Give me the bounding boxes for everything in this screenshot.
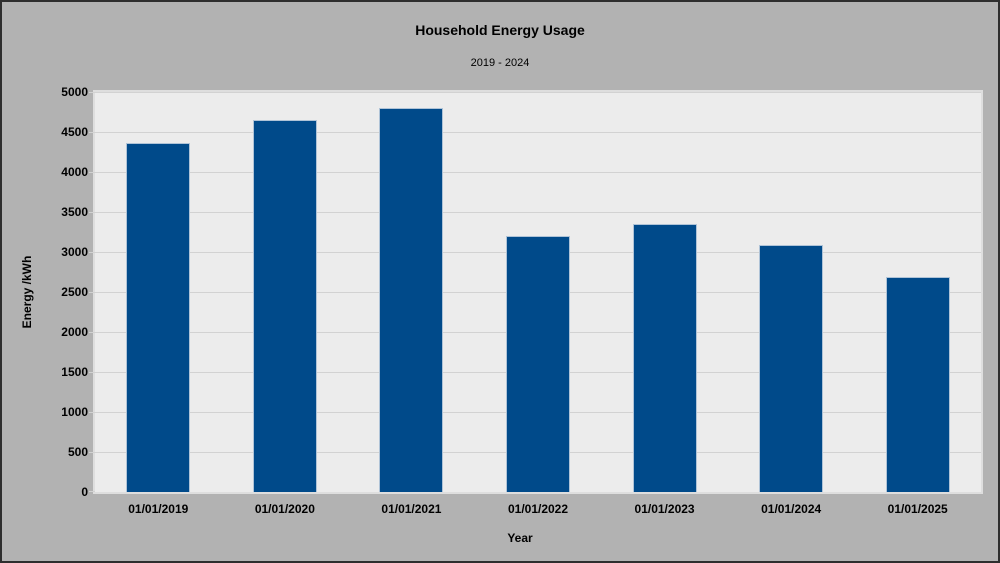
x-tick-label: 01/01/2022 bbox=[507, 502, 569, 516]
y-tick-mark bbox=[89, 172, 95, 173]
chart-subtitle: 2019 - 2024 bbox=[470, 57, 530, 69]
x-tick-label: 01/01/2023 bbox=[634, 502, 695, 516]
bar-01/01/2023 bbox=[632, 223, 697, 492]
y-tick-label: 2500 bbox=[61, 285, 88, 299]
bar-01/01/2019 bbox=[126, 142, 191, 492]
y-tick-label: 2000 bbox=[61, 325, 88, 339]
y-tick-label: 4000 bbox=[61, 165, 88, 179]
gridline bbox=[95, 132, 981, 133]
y-tick-mark bbox=[89, 292, 95, 293]
y-tick-mark bbox=[89, 92, 95, 93]
gridline bbox=[95, 92, 981, 93]
plot-area bbox=[89, 90, 983, 494]
x-tick-label: 01/01/2025 bbox=[887, 502, 948, 516]
y-tick-label: 3500 bbox=[61, 205, 88, 219]
bar-01/01/2020 bbox=[252, 119, 317, 492]
x-axis-title: Year bbox=[507, 531, 533, 545]
chart-title: Household Energy Usage bbox=[415, 22, 585, 38]
y-tick-mark bbox=[89, 372, 95, 373]
bar-01/01/2022 bbox=[506, 236, 570, 492]
y-tick-label: 1000 bbox=[61, 405, 88, 419]
y-tick-label: 4500 bbox=[61, 125, 88, 139]
y-axis-title: Energy /kWh bbox=[20, 255, 34, 329]
y-tick-mark bbox=[89, 132, 95, 133]
y-tick-label: 500 bbox=[67, 445, 88, 459]
y-tick-mark bbox=[89, 452, 95, 453]
x-tick-label: 01/01/2020 bbox=[254, 502, 315, 516]
y-tick-label: 1500 bbox=[61, 365, 88, 379]
x-tick-label: 01/01/2019 bbox=[128, 502, 189, 516]
y-tick-mark bbox=[89, 252, 95, 253]
y-tick-mark bbox=[89, 212, 95, 213]
y-tick-label: 0 bbox=[81, 485, 88, 499]
bar-01/01/2024 bbox=[759, 245, 824, 492]
bar-01/01/2021 bbox=[379, 107, 444, 492]
x-tick-label: 01/01/2024 bbox=[761, 502, 822, 516]
bar-01/01/2025 bbox=[885, 276, 950, 492]
y-tick-mark bbox=[89, 491, 95, 492]
gridline bbox=[95, 172, 981, 173]
y-tick-mark bbox=[89, 412, 95, 413]
x-tick-label: 01/01/2021 bbox=[381, 502, 442, 516]
y-tick-mark bbox=[89, 332, 95, 333]
gridline bbox=[95, 212, 981, 213]
y-tick-label: 3000 bbox=[61, 245, 88, 259]
y-tick-label: 5000 bbox=[61, 85, 88, 99]
